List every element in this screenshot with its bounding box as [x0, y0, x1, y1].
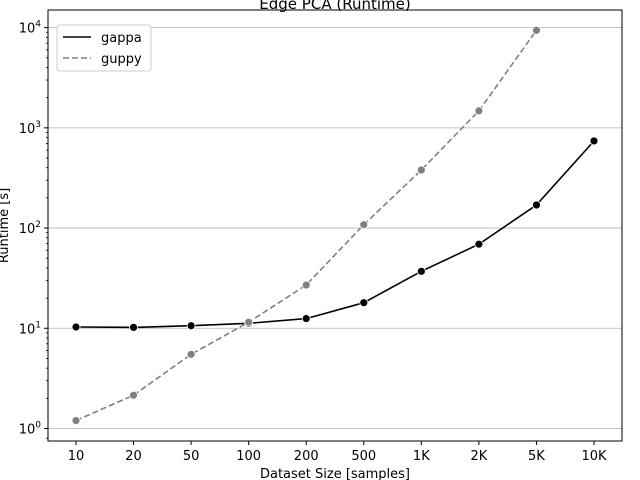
data-point-gappa — [589, 136, 599, 146]
plot-frame — [47, 9, 623, 442]
data-point-gappa — [186, 321, 196, 331]
x-tick-label: 200 — [294, 449, 319, 464]
y-tick-label: 102 — [19, 220, 41, 237]
data-point-gappa — [416, 266, 426, 276]
x-tick-label: 500 — [351, 449, 376, 464]
x-tick-label: 50 — [183, 449, 200, 464]
y-tick-label: 101 — [19, 320, 41, 337]
data-point-guppy — [186, 349, 196, 359]
data-point-gappa — [474, 239, 484, 249]
chart-title: Edge PCA (Runtime) — [259, 0, 410, 13]
data-point-gappa — [129, 323, 138, 332]
data-point-guppy — [71, 416, 81, 425]
data-point-gappa — [301, 314, 311, 323]
data-point-guppy — [359, 220, 369, 230]
axis-ticks: 100 101 102 103 104 10 20 50 100 200 500 1K 2K 5K 10K — [19, 20, 607, 464]
grid-lines — [48, 27, 622, 429]
y-tick-label: 100 — [19, 420, 42, 437]
legend: gappa guppy — [56, 24, 152, 72]
series-layer — [71, 25, 599, 425]
y-tick-label: 103 — [19, 120, 41, 137]
series-line-guppy — [75, 29, 538, 422]
data-point-gappa — [71, 322, 81, 332]
x-tick-label: 20 — [125, 449, 142, 464]
x-tick-label: 10 — [68, 449, 85, 464]
x-tick-label: 5K — [528, 449, 545, 464]
data-point-guppy — [532, 25, 541, 35]
x-tick-label: 10K — [581, 449, 607, 464]
x-tick-label: 2K — [470, 449, 487, 464]
y-tick-label: 104 — [19, 20, 42, 37]
data-point-guppy — [416, 165, 426, 175]
legend-label-gappa: gappa — [101, 31, 142, 46]
data-point-guppy — [244, 317, 254, 327]
y-axis-label: Runtime [s] — [0, 188, 12, 263]
x-tick-label: 100 — [236, 449, 261, 464]
data-point-guppy — [129, 390, 138, 400]
x-axis-label: Dataset Size [samples] — [260, 467, 410, 480]
data-point-guppy — [474, 106, 484, 116]
data-point-gappa — [532, 200, 541, 210]
series-line-gappa — [75, 140, 595, 329]
x-tick-label: 1K — [413, 449, 430, 464]
data-point-guppy — [301, 280, 311, 290]
data-point-gappa — [359, 298, 369, 308]
legend-label-guppy: guppy — [101, 52, 142, 67]
